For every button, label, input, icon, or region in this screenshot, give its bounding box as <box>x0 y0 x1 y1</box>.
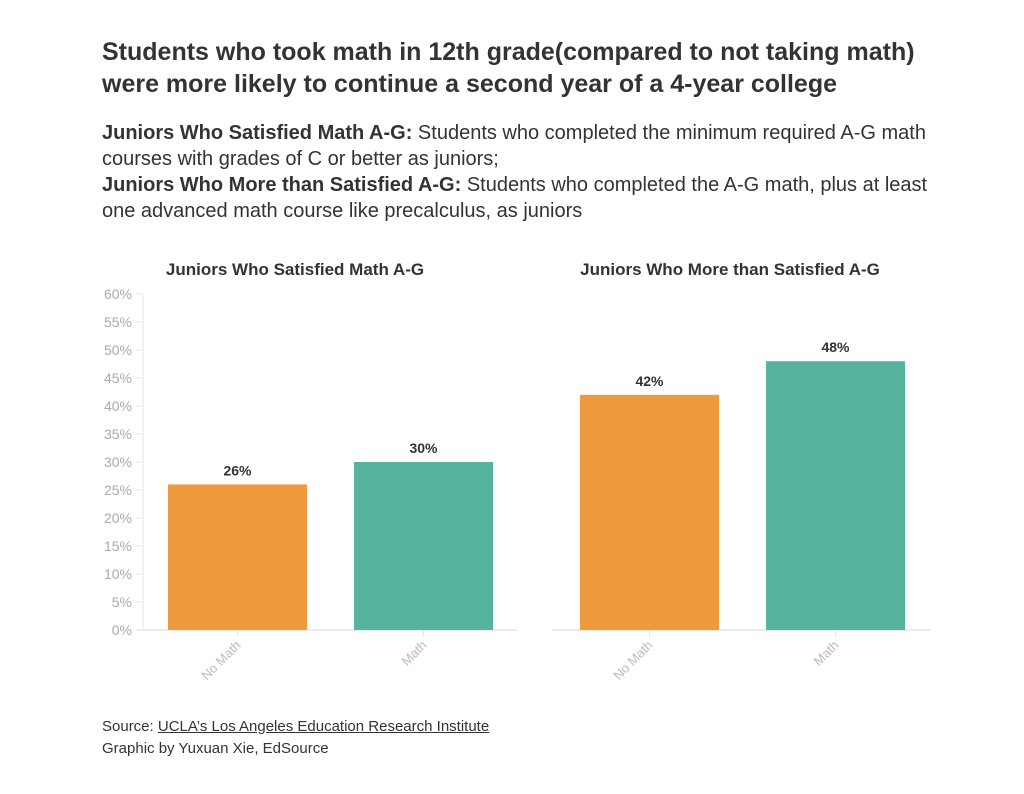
y-tick-label: 20% <box>104 510 132 526</box>
x-tick-label: No Math <box>610 638 655 683</box>
y-tick-label: 25% <box>104 482 132 498</box>
y-tick-label: 35% <box>104 426 132 442</box>
credit: Graphic by Yuxuan Xie, EdSource <box>102 740 329 757</box>
data-label: 42% <box>635 373 664 389</box>
y-tick-label: 15% <box>104 538 132 554</box>
description-text-1: Students who completed the minimum requi… <box>102 122 926 170</box>
y-tick-label: 0% <box>112 622 132 638</box>
y-tick-label: 10% <box>104 566 132 582</box>
panel-title: Juniors Who More than Satisfied A-G <box>580 260 880 279</box>
bar-no-math <box>580 394 719 630</box>
y-tick-label: 45% <box>104 370 132 386</box>
bar-math <box>766 361 905 630</box>
bar-no-math <box>168 484 307 630</box>
description-line-2: Juniors Who More than Satisfied A-G: Stu… <box>102 172 962 224</box>
bar-math <box>354 462 493 630</box>
y-tick-label: 5% <box>112 594 132 610</box>
description-line-1: Juniors Who Satisfied Math A-G: Students… <box>102 120 962 172</box>
y-tick-label: 40% <box>104 398 132 414</box>
data-label: 26% <box>223 462 252 478</box>
x-tick-label: Math <box>811 638 842 669</box>
y-tick-label: 55% <box>104 314 132 330</box>
y-tick-label: 30% <box>104 454 132 470</box>
chart-description: Juniors Who Satisfied Math A-G: Students… <box>102 120 962 224</box>
source-prefix: Source: <box>102 718 158 735</box>
description-term-2: Juniors Who More than Satisfied A-G: <box>102 174 462 196</box>
data-label: 48% <box>821 339 850 355</box>
footer: Source: UCLA’s Los Angeles Education Res… <box>102 716 489 760</box>
description-term-1: Juniors Who Satisfied Math A-G: <box>102 122 413 144</box>
description-text-2: Students who completed the A-G math, plu… <box>102 174 928 222</box>
chart-title: Students who took math in 12th grade(com… <box>102 38 915 98</box>
source-link[interactable]: UCLA’s Los Angeles Education Research In… <box>157 718 490 735</box>
y-tick-label: 60% <box>104 286 132 302</box>
data-label: 30% <box>409 440 438 456</box>
panel-title: Juniors Who Satisfied Math A-G <box>166 260 424 279</box>
y-tick-label: 50% <box>104 342 132 358</box>
x-tick-label: Math <box>399 638 430 669</box>
x-tick-label: No Math <box>198 638 243 683</box>
